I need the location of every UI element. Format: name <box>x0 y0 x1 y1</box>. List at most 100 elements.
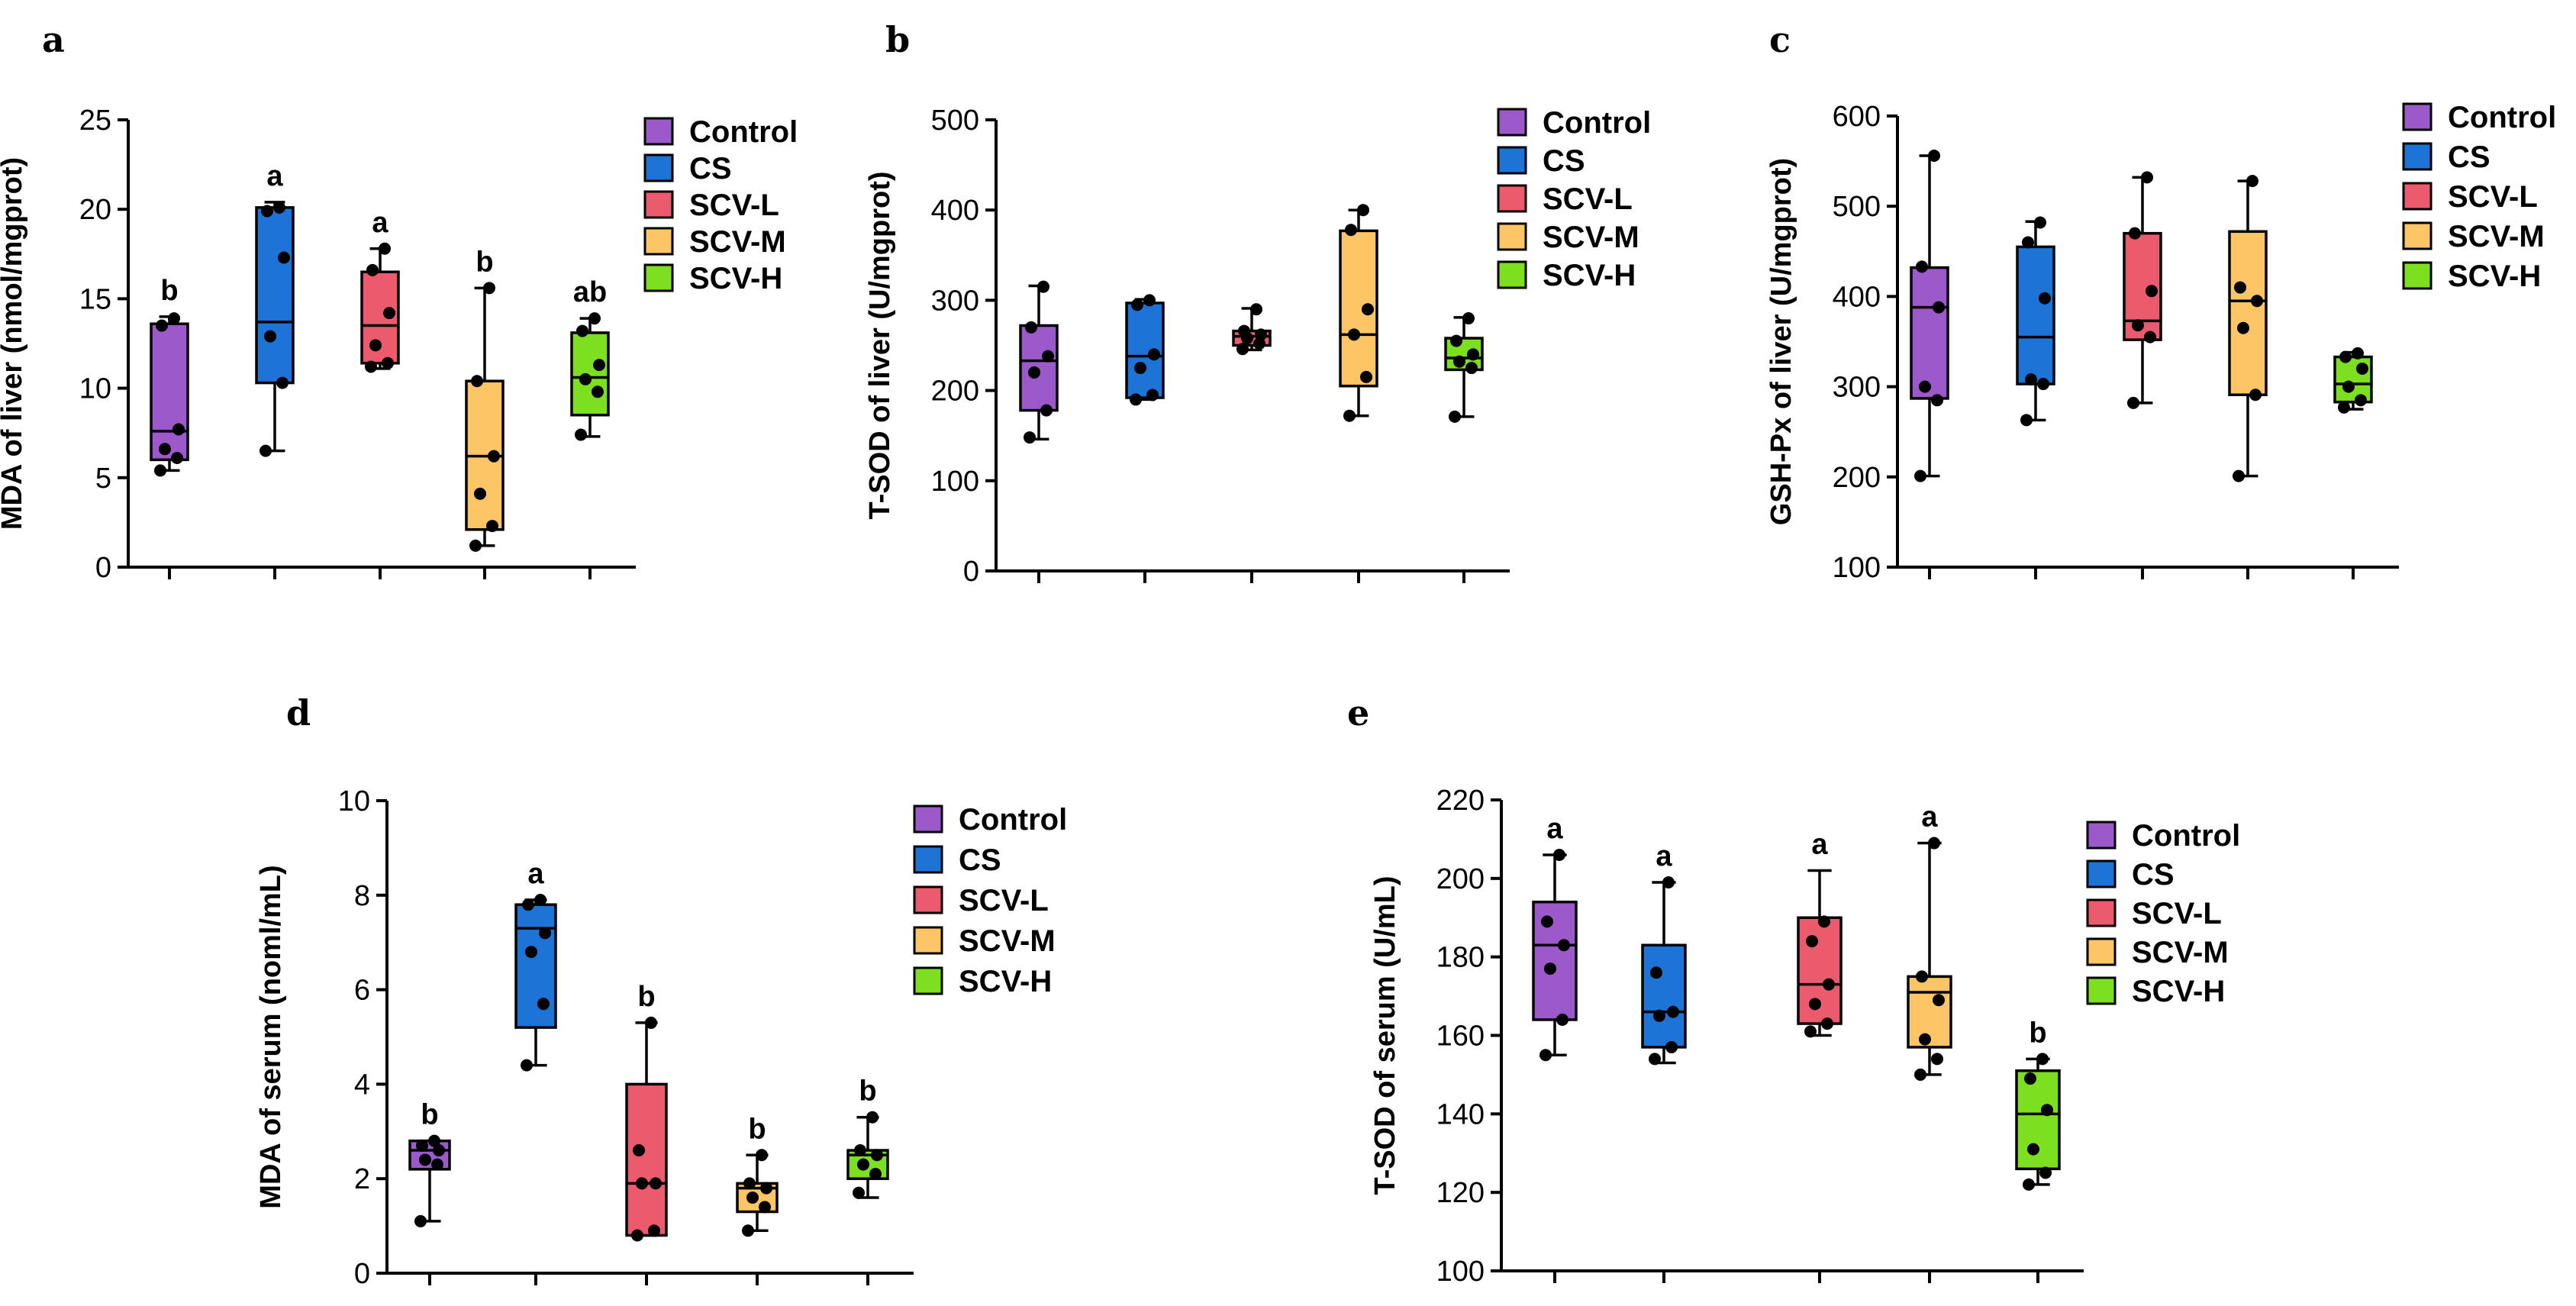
data-point <box>593 359 605 372</box>
data-point <box>1255 328 1267 341</box>
panel-e: e 100 120 140 160 180 200 220 T-SOD of serum (U/… <box>1347 692 2240 1288</box>
data-point <box>2039 292 2051 305</box>
y-tick-label: 400 <box>1833 281 1881 313</box>
data-point <box>1453 355 1465 368</box>
legend-swatch <box>913 926 943 955</box>
data-point <box>743 1177 756 1190</box>
box-iqr <box>408 1139 451 1171</box>
legend-label: Control <box>1543 106 1651 140</box>
data-point <box>2144 331 2156 343</box>
legend-label: Control <box>959 803 1067 837</box>
y-tick-label: 500 <box>1833 191 1881 223</box>
data-point <box>1042 350 1054 363</box>
data-point <box>2039 1166 2052 1179</box>
data-point <box>1914 1068 1926 1081</box>
legend-label: SCV-M <box>689 225 786 259</box>
y-tick-label: 25 <box>79 105 111 137</box>
box-iqr <box>2016 245 2055 385</box>
box-scv-m <box>1339 204 1378 422</box>
legend-swatch <box>2086 976 2117 1005</box>
legend-swatch <box>2402 221 2433 250</box>
legend-label: Control <box>2132 819 2240 853</box>
legend-swatch <box>913 885 943 914</box>
data-point <box>261 205 273 218</box>
data-point <box>537 998 550 1011</box>
data-point <box>756 1149 768 1162</box>
significance-letter: ab <box>573 276 607 308</box>
data-point <box>1667 1005 1679 1018</box>
panel-letter: a <box>42 19 65 60</box>
data-point <box>2024 1072 2036 1085</box>
panel-letter: e <box>1347 692 1369 734</box>
data-point <box>1449 410 1461 423</box>
box-cs: a <box>1641 840 1687 1066</box>
box-iqr <box>2015 1069 2061 1171</box>
legend-label: SCV-H <box>1543 259 1636 292</box>
data-point <box>260 444 272 457</box>
data-point <box>1916 260 1928 273</box>
y-axis-label: T-SOD of liver (U/mgprot) <box>864 172 896 520</box>
data-point <box>486 520 498 533</box>
y-axis-label: MDA of liver (nmol/mgprot) <box>0 157 28 530</box>
y-tick-label: 400 <box>931 195 979 227</box>
data-point <box>1037 280 1049 293</box>
data-point <box>1919 380 1931 393</box>
data-point <box>1134 362 1146 375</box>
data-point <box>1928 150 1940 163</box>
significance-letter: b <box>421 1099 438 1131</box>
data-point <box>2025 373 2037 386</box>
y-tick-label: 0 <box>963 556 979 588</box>
data-point <box>2342 380 2355 393</box>
data-point <box>366 263 379 276</box>
data-point <box>869 1168 882 1181</box>
data-point <box>2352 347 2364 360</box>
legend-swatch <box>2402 182 2433 211</box>
y-tick-label: 100 <box>1436 1256 1485 1288</box>
legend-label: CS <box>959 843 1001 877</box>
box-scv-h: ab <box>570 276 610 441</box>
panel-a: a 0 5 10 15 20 25 MDA of liver (nmol/mgprot) b a a… <box>0 19 798 584</box>
box-iqr <box>625 1082 668 1237</box>
y-tick-label: 120 <box>1436 1177 1485 1209</box>
data-point <box>168 312 180 325</box>
significance-letter: a <box>1546 813 1563 845</box>
y-axis-label: MDA of serum (noml/mL) <box>255 865 287 1208</box>
data-point <box>1024 431 1036 444</box>
data-point <box>2246 175 2258 188</box>
y-axis-label: T-SOD of serum (U/mL) <box>1369 876 1401 1195</box>
data-point <box>1650 966 1662 979</box>
data-point <box>522 898 534 911</box>
data-point <box>1360 370 1372 383</box>
y-tick-label: 100 <box>931 466 979 498</box>
data-point <box>521 1059 533 1072</box>
significance-letter: b <box>476 246 493 278</box>
y-axis-label: GSH-Px of liver (U/mgprot) <box>1765 158 1797 525</box>
data-point <box>1823 978 1835 991</box>
legend-label: CS <box>689 152 732 185</box>
data-point <box>1148 348 1160 361</box>
data-point <box>759 1201 771 1214</box>
data-point <box>382 356 394 369</box>
box-iqr <box>1641 943 1687 1049</box>
data-point <box>273 201 285 214</box>
y-tick-label: 300 <box>1833 372 1881 404</box>
data-point <box>871 1149 883 1162</box>
y-tick-label: 200 <box>1833 462 1881 494</box>
legend-label: SCV-M <box>959 924 1056 958</box>
data-point <box>2129 227 2141 240</box>
data-point <box>414 1214 427 1227</box>
data-point <box>419 1153 431 1166</box>
data-point <box>636 1177 648 1190</box>
data-point <box>866 1111 879 1124</box>
y-tick-label: 180 <box>1436 942 1485 974</box>
data-point <box>2233 469 2245 482</box>
legend-swatch <box>2402 102 2433 131</box>
legend-swatch <box>2402 261 2433 290</box>
data-point <box>1558 939 1570 952</box>
data-point <box>1146 389 1159 401</box>
data-point <box>1130 393 1142 406</box>
y-tick-label: 600 <box>1833 101 1881 133</box>
box-iqr <box>1910 266 1949 400</box>
data-point <box>1362 303 1374 316</box>
